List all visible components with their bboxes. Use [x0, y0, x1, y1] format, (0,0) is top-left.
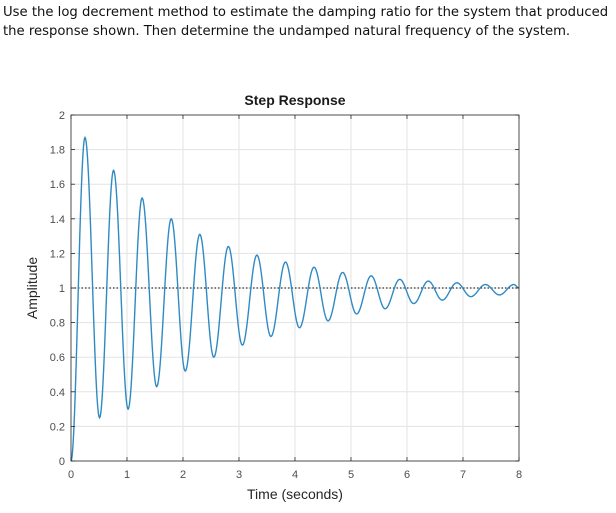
- y-tick-label: 0.4: [50, 387, 65, 399]
- tick-marks: [70, 114, 520, 462]
- question-text: Use the log decrement method to estimate…: [3, 5, 609, 39]
- y-tick-label: 1.6: [50, 179, 65, 191]
- y-tick-label: 2: [59, 110, 65, 122]
- y-tick-label: 0.2: [50, 421, 65, 433]
- x-axis-label: Time (seconds): [247, 486, 343, 502]
- response-curve: [70, 135, 520, 462]
- chart-title: Step Response: [244, 92, 345, 108]
- x-tick-label: 4: [292, 469, 298, 481]
- y-tick-label: 1: [59, 283, 65, 295]
- y-axis-label: Amplitude: [24, 257, 40, 319]
- x-tick-label: 6: [404, 469, 410, 481]
- y-tick-label: 1.8: [50, 145, 65, 157]
- x-tick-label: 7: [460, 469, 466, 481]
- x-tick-label: 0: [68, 469, 74, 481]
- y-tick-label: 0.6: [50, 352, 65, 364]
- y-tick-label: 1.4: [50, 214, 65, 226]
- x-tick-label: 5: [348, 469, 354, 481]
- y-tick-label: 0.8: [50, 318, 65, 330]
- y-tick-label: 1.2: [50, 248, 65, 260]
- y-tick-labels: 0 0.2 0.4 0.6 0.8 1 1.2 1.4 1.6 1.8 2: [50, 110, 65, 468]
- x-tick-labels: 0 1 2 3 4 5 6 7 8: [68, 469, 522, 481]
- x-tick-label: 3: [236, 469, 242, 481]
- x-tick-label: 8: [516, 469, 522, 481]
- y-tick-label: 0: [59, 456, 65, 468]
- x-tick-label: 1: [124, 469, 130, 481]
- x-tick-label: 2: [180, 469, 186, 481]
